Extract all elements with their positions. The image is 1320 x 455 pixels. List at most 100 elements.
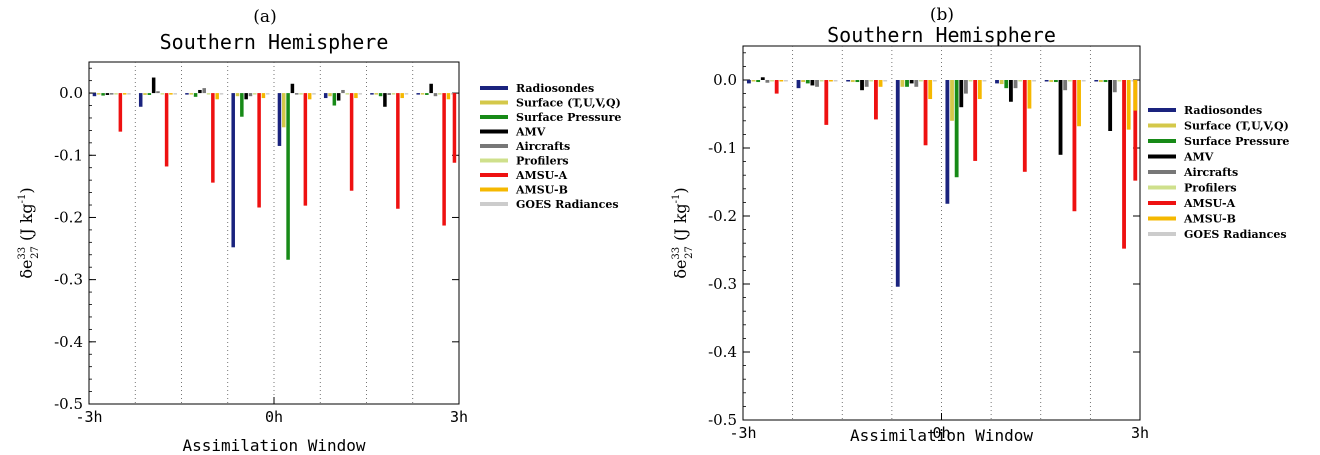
bar-surface-t-u-v-q-	[374, 93, 379, 95]
legend-label: GOES Radiances	[516, 198, 619, 211]
bar-goes-radiances	[833, 80, 838, 82]
bar-surface-t-u-v-q-	[282, 93, 286, 128]
bar-amsu-b	[878, 80, 883, 87]
bar-amv	[909, 80, 914, 84]
legend-label: AMV	[1183, 151, 1214, 164]
x-tick-label: 3h	[1131, 424, 1149, 442]
legend-label: Surface (T,U,V,Q)	[516, 97, 621, 110]
y-tick-label: -0.4	[54, 333, 83, 351]
bar-amsu-b	[1027, 80, 1032, 109]
x-axis-label: Assimilation Window	[850, 426, 1033, 445]
plot-frame	[88, 61, 460, 405]
y-tick-label: -0.4	[708, 343, 737, 361]
x-tick-label: -3h	[75, 408, 102, 426]
bar-surface-t-u-v-q-	[999, 80, 1004, 85]
bar-amv	[198, 89, 202, 94]
bar-surface-pressure	[147, 93, 152, 95]
bar-radiosondes	[895, 80, 900, 287]
bar-amsu-a	[824, 80, 829, 125]
bar-radiosondes	[1094, 80, 1099, 82]
bar-amsu-a	[1022, 80, 1027, 172]
legend-label: Surface Pressure	[516, 111, 621, 124]
bar-aircrafts	[387, 93, 391, 95]
bar-amv	[810, 80, 815, 86]
x-tick-label: -3h	[729, 424, 756, 442]
bar-amsu-b	[169, 93, 173, 95]
bar-profilers	[1067, 80, 1072, 82]
bar-goes-radiances	[404, 93, 409, 95]
legend-label: AMSU-B	[515, 184, 568, 197]
y-tick-label: -0.1	[54, 146, 83, 164]
y-axis-label-part: )	[17, 187, 36, 193]
bar-surface-pressure	[855, 80, 860, 83]
bar-radiosondes	[416, 93, 420, 95]
bar-surface-t-u-v-q-	[801, 80, 806, 83]
bar-amsu-b	[1077, 80, 1081, 127]
bar-amv	[290, 83, 295, 94]
bar-amsu-b	[1133, 80, 1138, 111]
y-axis-label: δe33 27 (J kg-1)	[671, 187, 695, 278]
bar-radiosondes	[1044, 80, 1049, 82]
y-tick-label: 0.0	[59, 84, 83, 102]
bar-aircrafts	[202, 88, 206, 94]
bar-aircrafts	[433, 93, 438, 97]
bar-surface-t-u-v-q-	[189, 93, 194, 95]
x-tick-label: 0h	[932, 424, 950, 442]
bar-goes-radiances	[932, 80, 937, 82]
chart-title: Southern Hemisphere	[160, 30, 389, 54]
y-tick-label: -0.3	[54, 271, 83, 289]
bar-profilers	[160, 93, 165, 95]
bar-aircrafts	[156, 91, 160, 94]
bar-radiosondes	[138, 93, 143, 107]
legend-label: Profilers	[1184, 182, 1237, 195]
bar-aircrafts	[294, 93, 299, 95]
bar-aircrafts	[1013, 80, 1018, 89]
bar-radiosondes	[746, 80, 751, 84]
bar-amsu-a	[874, 80, 878, 120]
bar-amsu-a	[164, 93, 169, 167]
bar-amsu-a	[118, 93, 123, 132]
x-tick-label: 0h	[265, 408, 283, 426]
bar-profilers	[345, 93, 350, 95]
bar-amv	[1108, 80, 1113, 131]
bar-surface-pressure	[954, 80, 959, 178]
bar-profilers	[1018, 80, 1023, 82]
y-tick-label: -0.5	[708, 411, 737, 429]
bar-surface-t-u-v-q-	[900, 80, 905, 87]
y-axis-label-part: δe	[671, 260, 690, 279]
bar-amsu-b	[928, 80, 933, 100]
bar-goes-radiances	[1131, 80, 1136, 82]
bar-surface-pressure	[286, 93, 290, 260]
bar-goes-radiances	[265, 93, 270, 95]
bar-surface-pressure	[240, 93, 244, 117]
bar-profilers	[968, 80, 973, 82]
y-axis-label-part: 27	[684, 246, 695, 259]
bar-profilers	[299, 93, 303, 95]
bar-profilers	[114, 93, 118, 95]
bar-amsu-a	[1133, 80, 1138, 181]
bar-profilers	[770, 80, 774, 82]
bar-radiosondes	[370, 93, 374, 95]
bar-amsu-b	[1126, 80, 1131, 130]
bar-amv	[429, 83, 433, 94]
bar-surface-t-u-v-q-	[328, 93, 332, 97]
bar-aircrafts	[815, 80, 819, 87]
bar-amsu-b	[977, 80, 982, 100]
bar-amsu-a	[923, 80, 928, 146]
bar-surface-pressure	[805, 80, 810, 84]
bar-profilers	[919, 80, 923, 82]
y-axis-label-part: δe	[17, 260, 36, 279]
bar-radiosondes	[945, 80, 950, 204]
bar-surface-pressure	[193, 93, 198, 97]
bar-aircrafts	[248, 93, 253, 97]
bar-amv	[336, 93, 341, 101]
bar-profilers	[391, 93, 396, 95]
legend-label: AMV	[515, 126, 546, 139]
y-axis-label-part: (J kg	[17, 203, 36, 246]
bar-amv	[1008, 80, 1013, 102]
bar-amsu-b	[779, 80, 784, 82]
bar-amsu-b	[307, 93, 312, 100]
bar-surface-t-u-v-q-	[751, 80, 756, 82]
bar-goes-radiances	[127, 93, 131, 95]
